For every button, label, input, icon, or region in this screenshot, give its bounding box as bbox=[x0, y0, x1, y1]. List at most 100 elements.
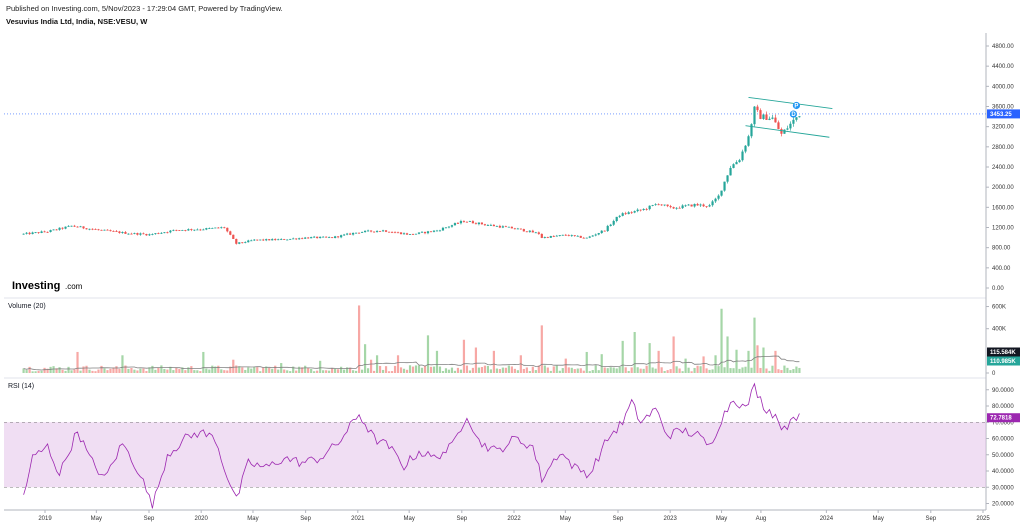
channel-line-upper bbox=[748, 96, 833, 109]
candle-body bbox=[753, 106, 756, 125]
volume-axis-label: 600K bbox=[992, 305, 1006, 311]
volume-bar bbox=[660, 367, 663, 373]
volume-bar bbox=[349, 367, 352, 373]
volume-bar bbox=[337, 369, 340, 373]
volume-bar bbox=[744, 366, 747, 373]
candle-body bbox=[405, 233, 409, 235]
rsi-axis-label: 60.0000 bbox=[992, 437, 1014, 443]
volume-bar bbox=[157, 367, 160, 373]
candle-body bbox=[498, 225, 501, 228]
candle-body bbox=[384, 230, 388, 232]
volume-bar bbox=[699, 366, 702, 373]
candle-body bbox=[375, 231, 379, 232]
volume-bar bbox=[160, 365, 163, 373]
candle-body bbox=[352, 232, 355, 235]
candle-body bbox=[594, 234, 597, 236]
volume-bar bbox=[609, 367, 612, 373]
candle-body bbox=[52, 229, 55, 231]
candle-body bbox=[549, 236, 552, 238]
volume-bar bbox=[471, 367, 475, 373]
candle-body bbox=[55, 229, 58, 231]
volume-bar bbox=[64, 370, 67, 373]
candle-body bbox=[357, 232, 361, 234]
volume-bar bbox=[265, 366, 268, 373]
candle-body bbox=[708, 205, 711, 207]
candle-body bbox=[322, 236, 325, 238]
rsi-axis-label: 90.0000 bbox=[992, 388, 1014, 394]
candle-body bbox=[363, 230, 367, 233]
candle-body bbox=[178, 230, 181, 231]
volume-bar bbox=[447, 369, 451, 373]
rsi-axis-label: 30.0000 bbox=[992, 485, 1014, 491]
volume-bar bbox=[139, 368, 142, 373]
volume-bar bbox=[366, 368, 370, 373]
investing-logo[interactable]: Investing .com bbox=[12, 280, 83, 292]
candle-body bbox=[223, 227, 226, 229]
candle-body bbox=[450, 225, 454, 227]
volume-bar bbox=[58, 367, 61, 373]
candle-body bbox=[22, 233, 25, 235]
price-axis-label: 4400.00 bbox=[992, 64, 1014, 70]
candle-body bbox=[486, 225, 489, 226]
candle-body bbox=[399, 232, 403, 235]
volume-last-label: 110.985K bbox=[990, 359, 1016, 365]
volume-bar bbox=[417, 365, 421, 373]
candle-body bbox=[570, 235, 573, 237]
candle-body bbox=[576, 235, 579, 237]
volume-bar bbox=[459, 369, 463, 373]
candle-body bbox=[597, 233, 600, 235]
candle-body bbox=[369, 230, 373, 232]
candle-body bbox=[381, 230, 385, 232]
candle-body bbox=[573, 235, 576, 236]
volume-bar bbox=[378, 365, 382, 373]
candle-body bbox=[265, 239, 268, 241]
candle-body bbox=[603, 230, 606, 232]
candle-body bbox=[642, 208, 645, 210]
time-axis-label: Aug bbox=[756, 516, 767, 522]
price-axis-label: 1600.00 bbox=[992, 205, 1014, 211]
candle-body bbox=[483, 224, 487, 226]
candle-body bbox=[774, 117, 777, 123]
candle-body bbox=[256, 239, 259, 241]
event-marker[interactable] bbox=[789, 110, 798, 118]
volume-bar bbox=[678, 368, 681, 373]
volume-bar bbox=[145, 371, 148, 373]
volume-bar bbox=[573, 369, 576, 373]
rsi-band bbox=[4, 422, 986, 488]
volume-bar bbox=[241, 367, 244, 373]
volume-bar bbox=[316, 370, 319, 373]
candle-body bbox=[438, 230, 442, 232]
candle-body bbox=[789, 123, 792, 129]
candle-body bbox=[366, 230, 370, 232]
candle-body bbox=[669, 206, 672, 208]
event-marker[interactable] bbox=[792, 101, 801, 110]
candle-body bbox=[468, 221, 472, 222]
volume-bar bbox=[393, 365, 397, 373]
volume-axis-label: 400K bbox=[992, 327, 1006, 333]
volume-bar bbox=[244, 369, 247, 373]
candle-body bbox=[543, 237, 546, 238]
volume-bar bbox=[441, 371, 445, 373]
candle-body bbox=[693, 203, 696, 207]
candle-body bbox=[274, 239, 277, 241]
volume-bar bbox=[181, 367, 184, 373]
candle-body bbox=[627, 212, 630, 215]
volume-bar bbox=[717, 366, 720, 373]
volume-bar bbox=[432, 366, 436, 373]
volume-bar bbox=[663, 371, 666, 373]
candle-body bbox=[633, 211, 636, 213]
candle-body bbox=[190, 229, 193, 231]
volume-bar bbox=[567, 367, 570, 373]
candle-body bbox=[372, 231, 376, 233]
candle-body bbox=[672, 207, 675, 209]
volume-bar bbox=[456, 367, 460, 373]
candle-body bbox=[660, 204, 663, 206]
volume-bar bbox=[651, 367, 654, 373]
candle-body bbox=[346, 233, 349, 235]
volume-bar bbox=[334, 368, 337, 373]
candle-body bbox=[687, 204, 690, 206]
volume-bar bbox=[223, 370, 226, 373]
candle-body bbox=[43, 231, 46, 233]
candle-body bbox=[118, 231, 121, 233]
